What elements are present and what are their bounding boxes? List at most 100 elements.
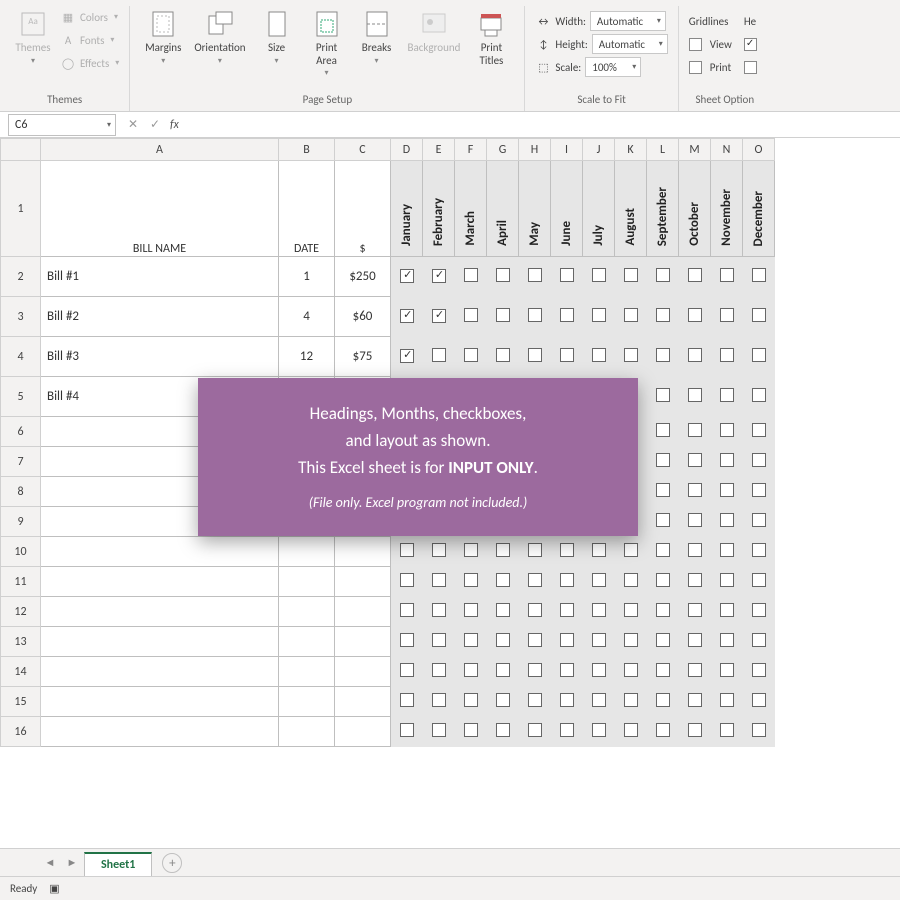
month-checkbox-cell[interactable] xyxy=(743,507,775,537)
name-box[interactable]: C6 xyxy=(8,114,116,136)
height-combo[interactable]: Automatic xyxy=(592,34,668,54)
month-checkbox-cell[interactable] xyxy=(487,597,519,627)
scale-combo[interactable]: 100% xyxy=(585,57,641,77)
month-checkbox-cell[interactable] xyxy=(647,417,679,447)
month-checkbox-cell[interactable] xyxy=(583,567,615,597)
column-header[interactable]: E xyxy=(423,139,455,161)
select-all-corner[interactable] xyxy=(1,139,41,161)
date-cell[interactable] xyxy=(279,657,335,687)
month-checkbox-cell[interactable] xyxy=(455,597,487,627)
row-header[interactable]: 11 xyxy=(1,567,41,597)
month-checkbox-cell[interactable] xyxy=(679,417,711,447)
month-checkbox-cell[interactable] xyxy=(455,567,487,597)
column-header[interactable]: C xyxy=(335,139,391,161)
month-checkbox-cell[interactable] xyxy=(423,537,455,567)
month-checkbox-cell[interactable] xyxy=(423,297,455,337)
column-header[interactable]: G xyxy=(487,139,519,161)
month-checkbox-cell[interactable] xyxy=(679,537,711,567)
amount-cell[interactable] xyxy=(335,717,391,747)
row-header[interactable]: 13 xyxy=(1,627,41,657)
width-combo[interactable]: Automatic xyxy=(590,11,666,31)
fonts-button[interactable]: A Fonts ▾ xyxy=(60,29,119,51)
date-cell[interactable] xyxy=(279,537,335,567)
tab-nav-prev[interactable]: ◄ xyxy=(42,856,58,872)
month-checkbox-cell[interactable] xyxy=(711,717,743,747)
date-cell[interactable]: 4 xyxy=(279,297,335,337)
month-checkbox-cell[interactable] xyxy=(711,257,743,297)
month-header[interactable]: June xyxy=(551,161,583,257)
month-checkbox-cell[interactable] xyxy=(455,657,487,687)
date-cell[interactable] xyxy=(279,627,335,657)
row-header[interactable]: 15 xyxy=(1,687,41,717)
month-checkbox-cell[interactable] xyxy=(711,567,743,597)
date-cell[interactable]: 1 xyxy=(279,257,335,297)
background-button[interactable]: Background xyxy=(404,6,465,57)
month-checkbox-cell[interactable] xyxy=(647,447,679,477)
month-checkbox-cell[interactable] xyxy=(487,337,519,377)
month-checkbox-cell[interactable] xyxy=(583,257,615,297)
month-checkbox-cell[interactable] xyxy=(487,687,519,717)
month-checkbox-cell[interactable] xyxy=(615,627,647,657)
month-checkbox-cell[interactable] xyxy=(583,337,615,377)
row-header[interactable]: 16 xyxy=(1,717,41,747)
print-area-button[interactable]: Print Area ▾ xyxy=(304,6,350,80)
month-checkbox-cell[interactable] xyxy=(519,337,551,377)
size-button[interactable]: Size ▾ xyxy=(254,6,300,68)
month-checkbox-cell[interactable] xyxy=(647,567,679,597)
month-checkbox-cell[interactable] xyxy=(519,657,551,687)
month-checkbox-cell[interactable] xyxy=(743,657,775,687)
month-header[interactable]: November xyxy=(711,161,743,257)
month-checkbox-cell[interactable] xyxy=(711,597,743,627)
month-checkbox-cell[interactable] xyxy=(487,257,519,297)
themes-button[interactable]: Aa Themes ▾ xyxy=(10,6,56,68)
month-checkbox-cell[interactable] xyxy=(423,567,455,597)
orientation-button[interactable]: Orientation ▾ xyxy=(190,6,249,68)
month-header[interactable]: May xyxy=(519,161,551,257)
row-header[interactable]: 9 xyxy=(1,507,41,537)
month-checkbox-cell[interactable] xyxy=(551,337,583,377)
month-checkbox-cell[interactable] xyxy=(615,597,647,627)
month-header[interactable]: April xyxy=(487,161,519,257)
month-header[interactable]: July xyxy=(583,161,615,257)
amount-cell[interactable] xyxy=(335,567,391,597)
headings-print-checkbox[interactable] xyxy=(744,56,761,78)
month-checkbox-cell[interactable] xyxy=(679,377,711,417)
month-checkbox-cell[interactable] xyxy=(519,257,551,297)
month-checkbox-cell[interactable] xyxy=(679,257,711,297)
month-checkbox-cell[interactable] xyxy=(487,657,519,687)
month-checkbox-cell[interactable] xyxy=(743,447,775,477)
month-checkbox-cell[interactable] xyxy=(391,717,423,747)
month-checkbox-cell[interactable] xyxy=(551,537,583,567)
month-checkbox-cell[interactable] xyxy=(647,717,679,747)
amount-cell[interactable] xyxy=(335,597,391,627)
month-checkbox-cell[interactable] xyxy=(551,567,583,597)
column-header[interactable]: J xyxy=(583,139,615,161)
month-checkbox-cell[interactable] xyxy=(743,337,775,377)
month-checkbox-cell[interactable] xyxy=(423,597,455,627)
month-checkbox-cell[interactable] xyxy=(679,717,711,747)
month-checkbox-cell[interactable] xyxy=(615,717,647,747)
month-checkbox-cell[interactable] xyxy=(519,627,551,657)
bill-name-cell[interactable] xyxy=(41,687,279,717)
amount-cell[interactable] xyxy=(335,627,391,657)
row-header[interactable]: 1 xyxy=(1,161,41,257)
month-checkbox-cell[interactable] xyxy=(423,687,455,717)
row-header[interactable]: 5 xyxy=(1,377,41,417)
month-checkbox-cell[interactable] xyxy=(679,297,711,337)
gridlines-view-checkbox[interactable]: View xyxy=(689,33,732,55)
month-checkbox-cell[interactable] xyxy=(647,597,679,627)
month-header[interactable]: August xyxy=(615,161,647,257)
month-checkbox-cell[interactable] xyxy=(679,567,711,597)
month-checkbox-cell[interactable] xyxy=(487,717,519,747)
row-header[interactable]: 12 xyxy=(1,597,41,627)
row-header[interactable]: 4 xyxy=(1,337,41,377)
month-checkbox-cell[interactable] xyxy=(615,537,647,567)
month-checkbox-cell[interactable] xyxy=(455,297,487,337)
month-checkbox-cell[interactable] xyxy=(615,297,647,337)
row-header[interactable]: 2 xyxy=(1,257,41,297)
month-checkbox-cell[interactable] xyxy=(647,537,679,567)
date-cell[interactable] xyxy=(279,687,335,717)
bill-name-cell[interactable] xyxy=(41,627,279,657)
month-checkbox-cell[interactable] xyxy=(583,627,615,657)
tab-nav-next[interactable]: ► xyxy=(64,856,80,872)
